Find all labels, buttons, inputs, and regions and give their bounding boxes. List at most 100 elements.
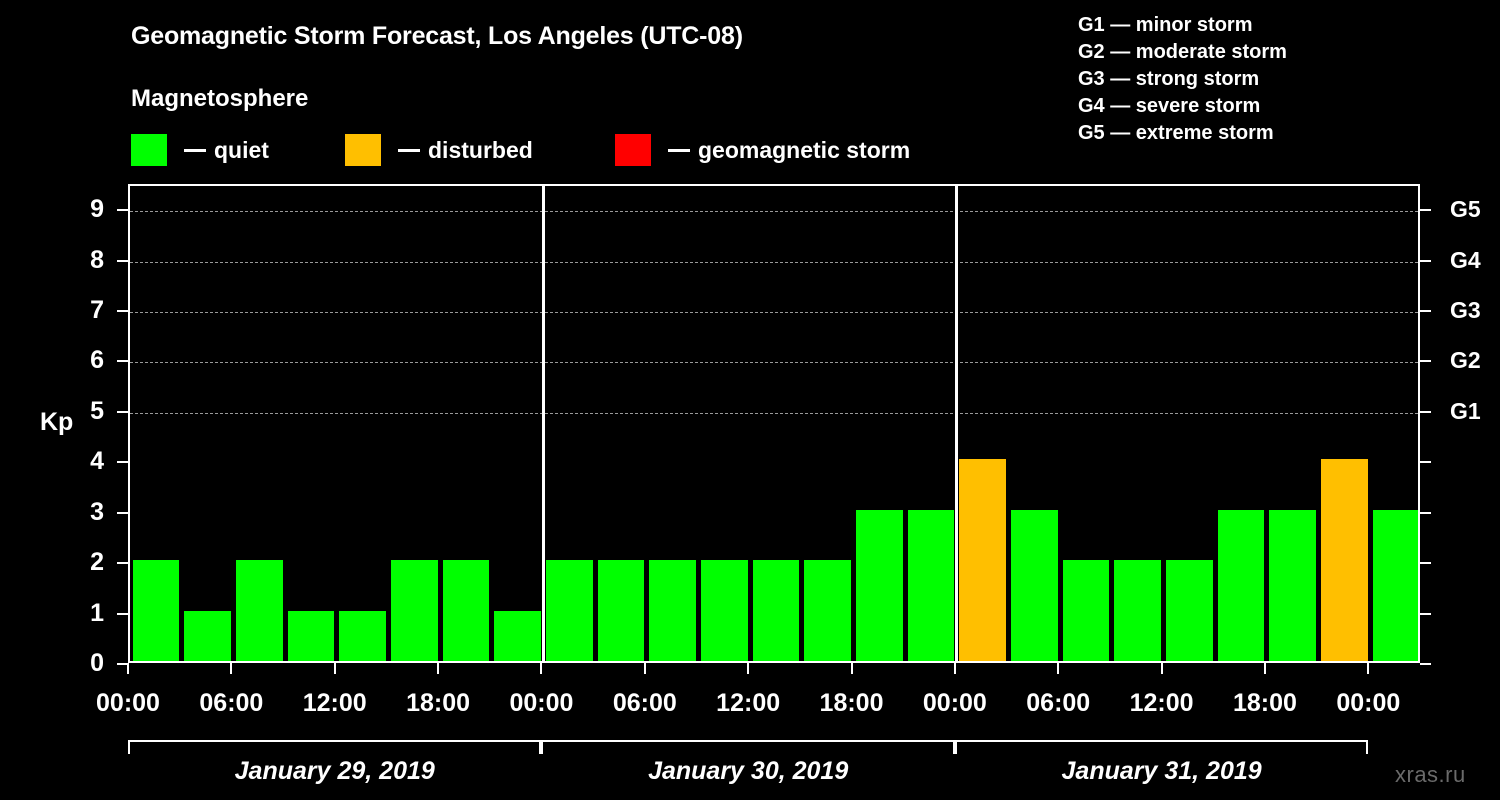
y-tick-label: 2 bbox=[90, 548, 104, 577]
bar-kp[interactable] bbox=[597, 560, 645, 661]
gridline-kp-6 bbox=[130, 362, 1418, 364]
y-tick-label: 9 bbox=[90, 195, 104, 224]
bar-kp[interactable] bbox=[649, 560, 696, 661]
g-tick-G1 bbox=[1420, 410, 1431, 413]
y-tick-label: 5 bbox=[90, 396, 104, 425]
bar-kp[interactable] bbox=[856, 509, 903, 661]
y-tick-label: 7 bbox=[90, 296, 104, 325]
y-tick-9 bbox=[117, 209, 128, 212]
x-tick bbox=[1160, 663, 1163, 674]
bar-kp[interactable] bbox=[804, 560, 851, 661]
bar-kp[interactable] bbox=[1011, 509, 1058, 661]
bar-kp[interactable] bbox=[700, 560, 748, 661]
x-tick-label: 06:00 bbox=[199, 689, 264, 717]
day-bracket-3 bbox=[954, 740, 1369, 754]
y-tick-label: 3 bbox=[90, 497, 104, 526]
y-tick-label: 4 bbox=[90, 447, 104, 476]
x-tick-label: 00:00 bbox=[1336, 689, 1401, 717]
bar-kp[interactable] bbox=[752, 560, 800, 661]
gscale-line-2: G2 — moderate storm bbox=[1078, 41, 1287, 63]
bar-kp[interactable] bbox=[1062, 560, 1110, 661]
legend-label: geomagnetic storm bbox=[698, 136, 911, 163]
g-tick-G3 bbox=[1420, 310, 1431, 313]
gridline-kp-9 bbox=[130, 211, 1418, 213]
legend-item-2: geomagnetic storm bbox=[615, 132, 910, 168]
g-tick-G2 bbox=[1420, 360, 1431, 363]
bar-kp[interactable] bbox=[907, 509, 955, 661]
x-tick-label: 18:00 bbox=[819, 689, 884, 717]
x-tick bbox=[437, 663, 440, 674]
gscale-legend: G1 — minor storm G2 — moderate storm G3 — … bbox=[1078, 12, 1287, 147]
y-tick-0 bbox=[117, 663, 128, 665]
bar-kp[interactable] bbox=[1269, 509, 1317, 661]
watermark: xras.ru bbox=[1395, 762, 1466, 787]
bar-kp[interactable] bbox=[545, 560, 593, 661]
bar-kp[interactable] bbox=[494, 610, 541, 661]
day-divider-2 bbox=[955, 186, 959, 661]
legend-dash-icon bbox=[184, 148, 206, 152]
x-tick-label: 12:00 bbox=[302, 689, 367, 717]
g-minor-tick-3 bbox=[1420, 511, 1431, 514]
g-axis-label: G3 bbox=[1450, 297, 1481, 324]
y-tick-6 bbox=[117, 360, 128, 363]
bar-kp[interactable] bbox=[1114, 560, 1162, 661]
gscale-line-3: G3 — strong storm bbox=[1078, 68, 1260, 90]
bar-kp[interactable] bbox=[390, 560, 438, 661]
gscale-line-5: G5 — extreme storm bbox=[1078, 122, 1274, 144]
x-tick bbox=[747, 663, 750, 674]
bar-kp[interactable] bbox=[1321, 459, 1368, 661]
x-tick-label: 00:00 bbox=[96, 689, 160, 717]
x-tick bbox=[850, 663, 853, 674]
legend-item-1: disturbed bbox=[345, 132, 533, 168]
y-tick-5 bbox=[117, 410, 128, 413]
y-axis-title: Kp bbox=[40, 408, 74, 436]
y-tick-4 bbox=[117, 461, 128, 464]
legend-label: disturbed bbox=[428, 136, 533, 163]
disturbed-swatch bbox=[345, 134, 381, 166]
plot-area bbox=[128, 184, 1420, 663]
g-minor-tick-0 bbox=[1420, 663, 1431, 665]
legend-dash-icon bbox=[668, 148, 690, 152]
g-tick-G5 bbox=[1420, 209, 1431, 212]
bar-kp[interactable] bbox=[235, 560, 283, 661]
bar-kp[interactable] bbox=[959, 459, 1007, 661]
legend-item-0: quiet bbox=[131, 132, 269, 168]
day-bracket-1 bbox=[128, 740, 542, 754]
g-axis-label: G5 bbox=[1450, 196, 1481, 223]
g-minor-tick-1 bbox=[1420, 612, 1431, 615]
x-tick bbox=[1263, 663, 1266, 674]
quiet-swatch bbox=[131, 134, 167, 166]
y-tick-1 bbox=[117, 612, 128, 615]
g-tick-G4 bbox=[1420, 259, 1431, 262]
bar-kp[interactable] bbox=[339, 610, 386, 661]
y-tick-label: 0 bbox=[90, 649, 104, 677]
bar-kp[interactable] bbox=[1217, 509, 1265, 661]
gridline-kp-7 bbox=[130, 312, 1418, 314]
y-tick-7 bbox=[117, 310, 128, 313]
y-tick-3 bbox=[117, 511, 128, 514]
legend-label: quiet bbox=[214, 136, 269, 163]
x-tick-label: 06:00 bbox=[1026, 689, 1091, 717]
x-tick bbox=[953, 663, 956, 674]
page-title: Geomagnetic Storm Forecast, Los Angeles … bbox=[131, 22, 743, 50]
y-tick-label: 8 bbox=[90, 245, 104, 274]
bar-kp[interactable] bbox=[287, 610, 335, 661]
day-bracket-2 bbox=[541, 740, 955, 754]
g-minor-tick-2 bbox=[1420, 562, 1431, 565]
y-tick-label: 6 bbox=[90, 346, 104, 375]
x-tick bbox=[540, 663, 543, 674]
gscale-line-1: G1 — minor storm bbox=[1078, 14, 1253, 36]
bar-kp[interactable] bbox=[442, 560, 490, 661]
y-tick-8 bbox=[117, 259, 128, 262]
bar-kp[interactable] bbox=[132, 560, 180, 661]
bar-kp[interactable] bbox=[184, 610, 231, 661]
g-axis-label: G2 bbox=[1450, 347, 1481, 374]
g-axis-label: G4 bbox=[1450, 246, 1481, 273]
g-minor-tick-4 bbox=[1420, 461, 1431, 464]
bar-kp[interactable] bbox=[1166, 560, 1213, 661]
chart-subtitle: Magnetosphere bbox=[131, 85, 309, 112]
gridline-kp-8 bbox=[130, 261, 1418, 263]
x-tick-label: 12:00 bbox=[1129, 689, 1194, 717]
bar-kp[interactable] bbox=[1372, 509, 1418, 661]
